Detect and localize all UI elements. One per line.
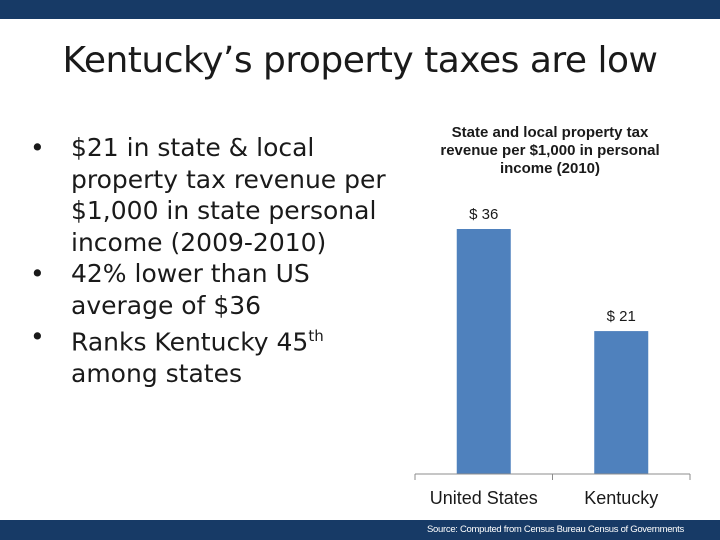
bullet-symbol: • (30, 259, 45, 288)
category-label: Kentucky (584, 488, 658, 508)
source-note: Source: Computed from Census Bureau Cens… (427, 524, 684, 535)
bar-chart: $ 36 United States $ 21 Kentucky (414, 206, 691, 508)
data-label: $ 36 (469, 206, 498, 223)
bullet-item: • $21 in state & local property tax reve… (30, 132, 410, 258)
bullet-text: Ranks Kentucky 45 (71, 327, 309, 357)
top-bar (0, 0, 720, 19)
data-label: $ 21 (607, 308, 636, 325)
chart-title: State and local property tax revenue per… (440, 124, 660, 177)
bullet-text: 42% lower than US average of $36 (71, 259, 310, 320)
slide-title: Kentucky’s property taxes are low (62, 40, 658, 81)
bullet-item: • 42% lower than US average of $36 (30, 258, 410, 321)
bottom-bar (0, 520, 720, 540)
bullet-symbol: • (30, 133, 45, 162)
bar (456, 229, 511, 474)
bullet-list: • $21 in state & local property tax reve… (30, 132, 410, 389)
bullet-superscript: th (308, 327, 324, 345)
bullet-text: $21 in state & local property tax revenu… (71, 133, 386, 257)
category-label: United States (430, 488, 538, 508)
bullet-item: • Ranks Kentucky 45th among states (30, 321, 410, 389)
bar (594, 331, 649, 474)
bullet-symbol: • (30, 322, 45, 351)
bullet-text-continued: among states (71, 358, 242, 388)
